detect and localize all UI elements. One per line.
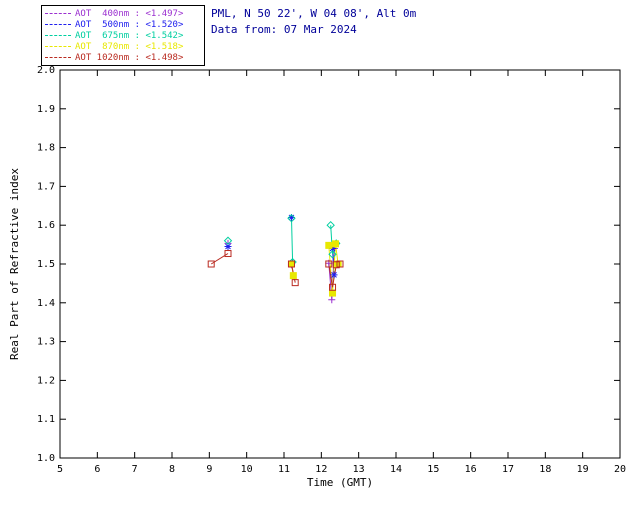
svg-text:13: 13 [353,464,365,475]
legend-item-label: AOT 1020nm : <1.498> [75,52,184,63]
svg-text:1.7: 1.7 [37,181,55,192]
header-block: PML, N 50 22', W 04 08', Alt 0m Data fro… [211,6,416,38]
data-date: Data from: 07 Mar 2024 [211,23,357,36]
svg-text:9: 9 [206,464,212,475]
legend-line-sample [45,35,71,36]
svg-text:12: 12 [315,464,327,475]
svg-text:5: 5 [57,464,63,475]
svg-text:7: 7 [132,464,138,475]
y-axis-label: Real Part of Refractive index [8,167,21,361]
svg-text:1.3: 1.3 [37,337,55,348]
legend-line-sample [45,13,71,14]
svg-text:11: 11 [278,464,290,475]
legend-item: AOT 1020nm : <1.498> [45,52,201,63]
svg-text:19: 19 [577,464,589,475]
svg-text:20: 20 [614,464,626,475]
svg-text:1.9: 1.9 [37,104,55,115]
svg-text:14: 14 [390,464,402,475]
svg-text:17: 17 [502,464,514,475]
svg-text:8: 8 [169,464,175,475]
legend-line-sample [45,46,71,47]
station-info: PML, N 50 22', W 04 08', Alt 0m [211,7,417,20]
svg-text:1.2: 1.2 [37,375,55,386]
legend-item-label: AOT 870nm : <1.518> [75,41,184,52]
svg-text:1.8: 1.8 [37,143,55,154]
svg-text:2.0: 2.0 [37,65,55,76]
svg-text:1.1: 1.1 [37,414,55,425]
svg-text:1.0: 1.0 [37,453,55,464]
svg-text:1.4: 1.4 [37,298,55,309]
legend-item-label: AOT 400nm : <1.497> [75,8,184,19]
legend: AOT 400nm : <1.497> AOT 500nm : <1.520> … [41,5,205,66]
legend-item: AOT 675nm : <1.542> [45,30,201,41]
svg-text:18: 18 [539,464,551,475]
legend-item-label: AOT 500nm : <1.520> [75,19,184,30]
x-axis-label: Time (GMT) [306,476,374,489]
legend-item-label: AOT 675nm : <1.542> [75,30,184,41]
svg-text:1.5: 1.5 [37,259,55,270]
legend-line-sample [45,57,71,58]
svg-text:16: 16 [465,464,477,475]
legend-item: AOT 500nm : <1.520> [45,19,201,30]
svg-text:6: 6 [94,464,100,475]
svg-text:15: 15 [427,464,439,475]
svg-text:1.6: 1.6 [37,220,55,231]
legend-item: AOT 870nm : <1.518> [45,41,201,52]
svg-text:10: 10 [241,464,253,475]
legend-item: AOT 400nm : <1.497> [45,8,201,19]
legend-line-sample [45,24,71,25]
